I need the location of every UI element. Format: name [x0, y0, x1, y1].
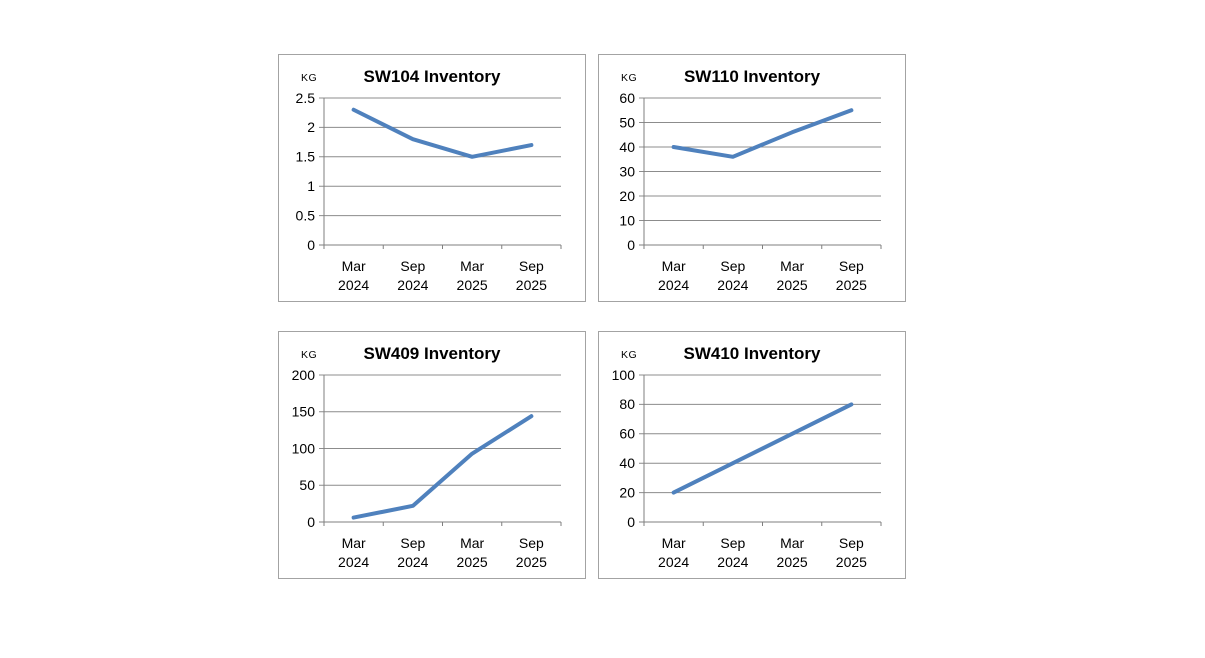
y-axis-tick-label: 20 — [619, 188, 635, 204]
chart-title: SW104 Inventory — [363, 67, 501, 86]
chart-title: SW410 Inventory — [683, 344, 821, 363]
x-axis-tick-label: 2025 — [457, 277, 488, 293]
y-axis-tick-label: 40 — [619, 139, 635, 155]
y-axis-unit-label: KG — [621, 349, 638, 361]
x-axis-tick-label: Sep — [519, 535, 544, 551]
x-axis-tick-label: Mar — [780, 535, 804, 551]
x-axis-tick-label: 2024 — [338, 277, 369, 293]
y-axis-tick-label: 1.5 — [296, 149, 316, 165]
y-axis-tick-label: 0 — [307, 237, 315, 253]
x-axis-tick-label: 2025 — [777, 277, 808, 293]
y-axis-tick-label: 30 — [619, 163, 635, 179]
y-axis-tick-label: 50 — [299, 477, 315, 493]
line-chart-sw410: 0 20 40 60 80 100 Mar 2024 Sep 2024 Mar 2025 Sep 2025 — [612, 367, 882, 570]
x-axis-tick-label: Sep — [839, 535, 864, 551]
x-axis-tick-label: 2024 — [658, 277, 689, 293]
data-line — [671, 402, 854, 495]
x-axis-tick-label: Sep — [519, 258, 544, 274]
x-axis-tick-label: 2024 — [717, 277, 748, 293]
x-axis-tick-label: 2024 — [338, 554, 369, 570]
y-axis-tick-label: 40 — [619, 455, 635, 471]
x-axis-tick-label: 2025 — [836, 277, 867, 293]
y-axis-unit-label: KG — [301, 349, 318, 361]
y-axis-tick-label: 2 — [307, 119, 315, 135]
x-axis-tick-label: Sep — [839, 258, 864, 274]
x-axis-tick-label: Sep — [720, 535, 745, 551]
y-axis-tick-label: 150 — [292, 404, 316, 420]
chart-panel-sw409: KG SW409 Inventory 0 50 100 150 200 Mar 2024 Se… — [278, 331, 586, 579]
x-axis-tick-label: Mar — [342, 258, 366, 274]
x-axis-tick-label: 2025 — [836, 554, 867, 570]
y-axis-tick-label: 10 — [619, 212, 635, 228]
y-axis-unit-label: KG — [621, 72, 638, 84]
chart-panel-sw104: KG SW104 Inventory 0 0.5 1 1.5 2 2.5 Mar 2024 Se… — [278, 54, 586, 302]
y-axis-tick-label: 100 — [292, 440, 316, 456]
x-axis-tick-label: 2024 — [397, 554, 428, 570]
y-axis-tick-label: 20 — [619, 484, 635, 500]
line-chart-sw104: 0 0.5 1 1.5 2 2.5 Mar 2024 Sep 2024 Mar 2025 Sep 2025 — [296, 90, 562, 293]
x-axis-tick-label: 2025 — [777, 554, 808, 570]
x-axis-tick-label: 2025 — [516, 554, 547, 570]
chart-title: SW110 Inventory — [683, 67, 821, 86]
chart-panel-sw110: KG SW110 Inventory 0 10 20 30 40 50 60 Mar 2024 S… — [598, 54, 906, 302]
x-axis-tick-label: Mar — [662, 535, 686, 551]
x-axis-tick-label: Mar — [460, 258, 484, 274]
y-axis-unit-label: KG — [301, 72, 318, 84]
line-chart-sw110: 0 10 20 30 40 50 60 Mar 2024 Sep 2024 Mar 2025 Sep 202… — [619, 90, 882, 293]
y-axis-tick-label: 100 — [612, 367, 636, 383]
x-axis-tick-label: 2024 — [717, 554, 748, 570]
x-axis-tick-label: Mar — [460, 535, 484, 551]
x-axis-tick-label: 2024 — [658, 554, 689, 570]
y-axis-tick-label: 0 — [307, 514, 315, 530]
y-axis-tick-label: 1 — [307, 178, 315, 194]
x-axis-tick-label: 2025 — [516, 277, 547, 293]
y-axis-tick-label: 0 — [627, 237, 635, 253]
x-axis-tick-label: 2025 — [457, 554, 488, 570]
data-line — [351, 107, 534, 159]
y-axis-tick-label: 80 — [619, 396, 635, 412]
y-axis-tick-label: 2.5 — [296, 90, 316, 106]
data-line — [351, 414, 534, 520]
x-axis-tick-label: Mar — [780, 258, 804, 274]
y-axis-tick-label: 0.5 — [296, 207, 316, 223]
y-axis-tick-label: 60 — [619, 426, 635, 442]
y-axis-tick-label: 0 — [627, 514, 635, 530]
y-axis-tick-label: 60 — [619, 90, 635, 106]
x-axis-tick-label: Sep — [400, 535, 425, 551]
data-line — [671, 108, 854, 159]
y-axis-tick-label: 50 — [619, 114, 635, 130]
x-axis-tick-label: Mar — [342, 535, 366, 551]
line-chart-sw409: 0 50 100 150 200 Mar 2024 Sep 2024 Mar 2025 Sep 2025 — [292, 367, 562, 570]
x-axis-tick-label: Sep — [720, 258, 745, 274]
x-axis-tick-label: Mar — [662, 258, 686, 274]
chart-panel-sw410: KG SW410 Inventory 0 20 40 60 80 100 Mar 2024 Se… — [598, 331, 906, 579]
chart-title: SW409 Inventory — [363, 344, 501, 363]
x-axis-tick-label: 2024 — [397, 277, 428, 293]
x-axis-tick-label: Sep — [400, 258, 425, 274]
y-axis-tick-label: 200 — [292, 367, 316, 383]
